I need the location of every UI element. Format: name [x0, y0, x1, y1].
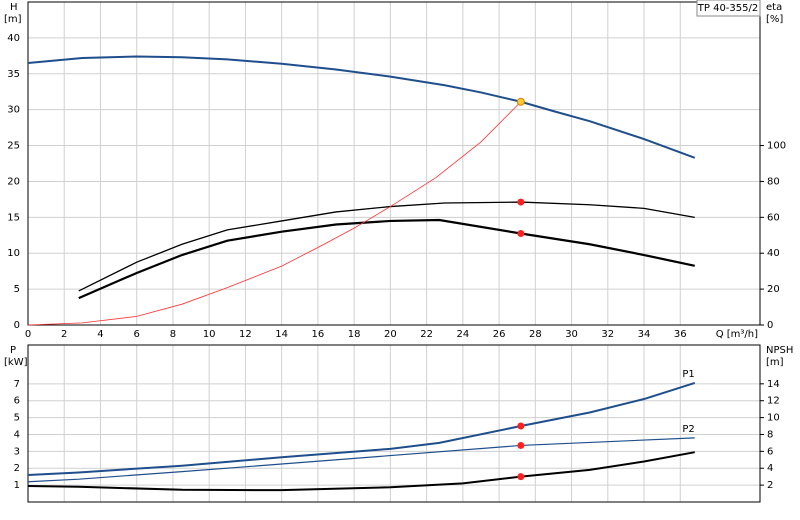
y-tick-label: 10: [7, 248, 20, 259]
operating-point: [517, 198, 525, 206]
y2-axis-label: NPSH: [766, 345, 793, 356]
x-tick-label: 8: [170, 329, 176, 340]
plot-frame: [27, 344, 761, 503]
operating-point: [517, 441, 525, 449]
y-tick-label: 40: [7, 33, 20, 44]
y-tick-label: 30: [7, 105, 20, 116]
y-tick-label: 20: [7, 176, 20, 187]
x-axis-label: Q [m³/h]: [716, 329, 758, 340]
y-tick-label: 35: [7, 69, 20, 80]
y-tick-label: 3: [14, 446, 20, 457]
y2-tick-label: 8: [767, 429, 773, 440]
chart-title: TP 40-355/2: [697, 3, 758, 14]
y-tick-label: 1: [14, 480, 20, 491]
x-tick-label: 34: [638, 329, 651, 340]
y-tick-label: 4: [14, 429, 20, 440]
y2-tick-label: 2: [767, 480, 773, 491]
y-tick-label: 0: [14, 320, 20, 331]
y2-axis-label: eta: [766, 2, 782, 13]
x-tick-label: 30: [565, 329, 578, 340]
x-tick-label: 6: [134, 329, 140, 340]
y-tick-label: 5: [14, 413, 20, 424]
curve: [27, 101, 522, 326]
operating-point: [516, 97, 525, 106]
y-axis-label: H: [10, 2, 18, 13]
y2-tick-label: 14: [767, 379, 780, 390]
y2-tick-label: 4: [767, 463, 773, 474]
x-tick-label: 14: [275, 329, 288, 340]
curve: [27, 55, 696, 159]
y-tick-label: 6: [14, 396, 20, 407]
x-tick-label: 26: [493, 329, 506, 340]
x-tick-label: 10: [203, 329, 216, 340]
y-axis-unit: [m]: [4, 14, 22, 25]
x-tick-label: 12: [239, 329, 252, 340]
x-tick-label: 0: [25, 329, 31, 340]
y-axis-unit: [kW]: [4, 357, 28, 368]
y2-axis-unit: [m]: [766, 357, 784, 368]
x-tick-label: 28: [529, 329, 542, 340]
operating-point: [517, 229, 525, 237]
x-tick-label: 4: [97, 329, 103, 340]
x-tick-label: 32: [601, 329, 614, 340]
y2-tick-label: 60: [767, 212, 780, 223]
operating-point: [517, 422, 525, 430]
x-tick-label: 16: [312, 329, 325, 340]
y2-tick-label: 100: [767, 141, 786, 152]
y-tick-label: 7: [14, 379, 20, 390]
y2-tick-label: 12: [767, 396, 780, 407]
curve: [78, 218, 696, 300]
y2-tick-label: 6: [767, 446, 773, 457]
y2-tick-label: 80: [767, 176, 780, 187]
y2-axis-unit: [%]: [766, 14, 783, 25]
x-tick-label: 2: [61, 329, 67, 340]
curve: [27, 451, 695, 492]
curve: [27, 437, 695, 483]
x-tick-label: 18: [348, 329, 361, 340]
y2-tick-label: 10: [767, 413, 780, 424]
y2-tick-label: 0: [767, 320, 773, 331]
y-tick-label: 25: [7, 141, 20, 152]
curve: [27, 382, 696, 476]
y-tick-label: 2: [14, 463, 20, 474]
y-tick-label: 5: [14, 284, 20, 295]
curve: [78, 201, 695, 292]
plot-frame: [27, 1, 761, 326]
x-tick-label: 20: [384, 329, 397, 340]
y-axis-label: P: [10, 345, 16, 356]
y-tick-label: 15: [7, 212, 20, 223]
x-tick-label: 36: [674, 329, 687, 340]
operating-point: [517, 473, 525, 481]
y2-tick-label: 20: [767, 284, 780, 295]
curve-label: P1: [682, 369, 694, 380]
y2-tick-label: 40: [767, 248, 780, 259]
title-box: [696, 0, 761, 17]
x-tick-label: 24: [456, 329, 469, 340]
x-tick-label: 22: [420, 329, 433, 340]
curve-label: P2: [682, 424, 694, 435]
